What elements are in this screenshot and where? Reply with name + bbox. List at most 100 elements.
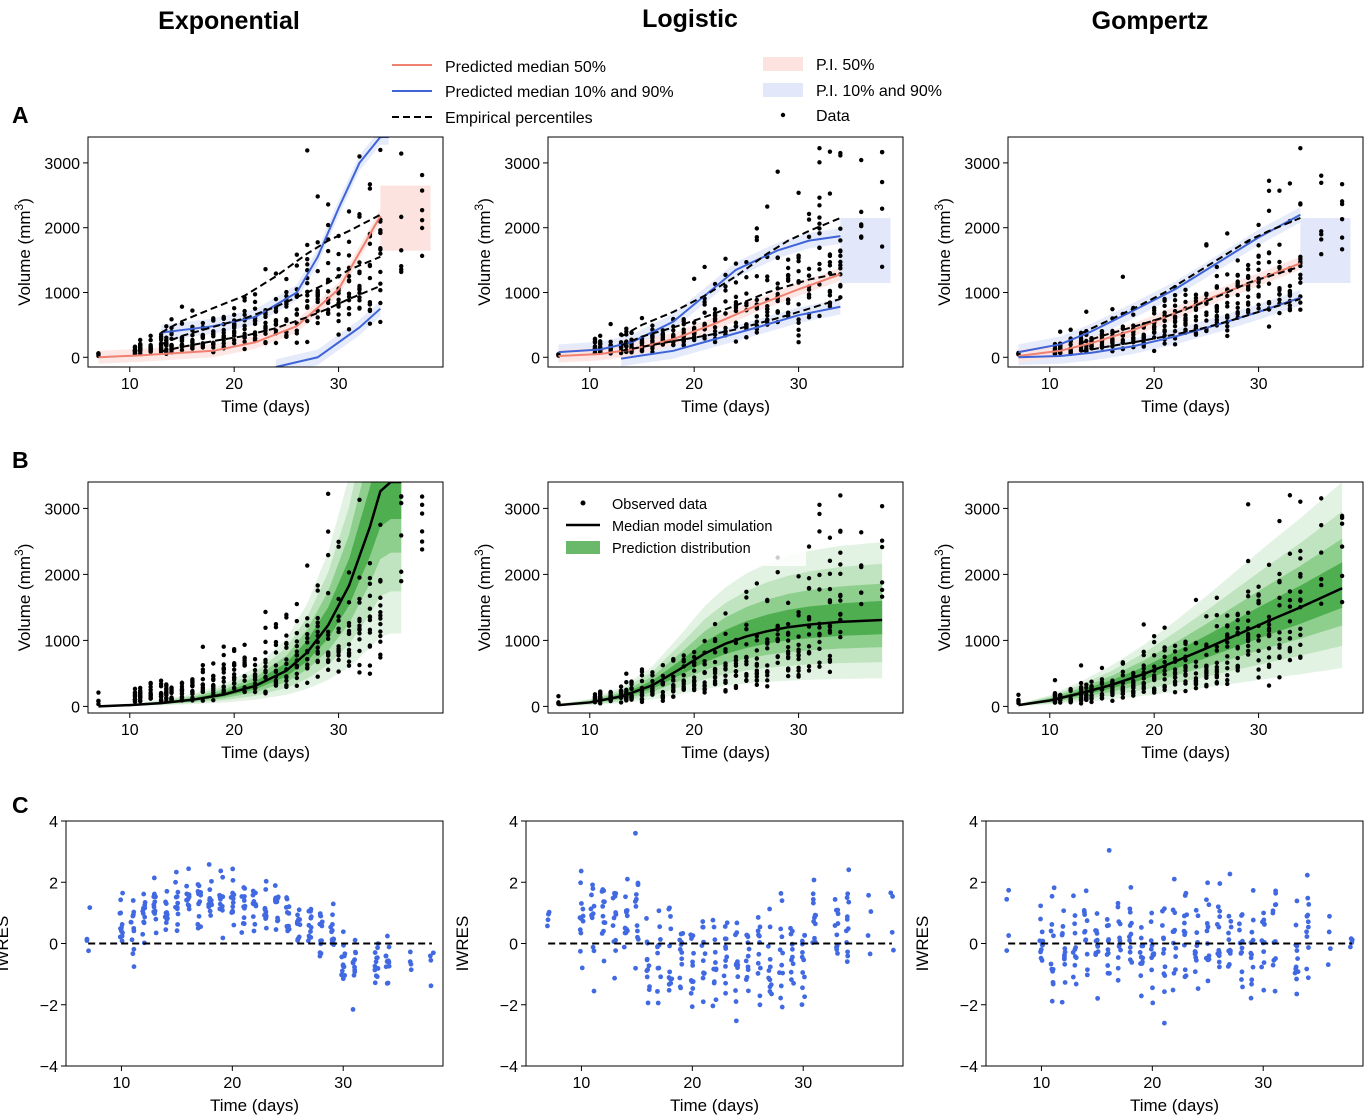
residual-point	[1127, 945, 1133, 950]
data-point	[838, 634, 843, 640]
data-point	[1245, 502, 1251, 507]
data-point	[378, 251, 383, 256]
data-point	[273, 318, 279, 324]
data-point	[346, 623, 352, 628]
data-point	[1084, 697, 1089, 702]
data-point	[744, 642, 749, 647]
data-point	[733, 339, 739, 344]
data-point	[775, 637, 780, 642]
data-point	[660, 673, 666, 678]
residual-point	[339, 954, 345, 960]
residual-point	[600, 903, 606, 909]
residual-point	[353, 950, 359, 956]
residual-point	[352, 937, 358, 943]
data-point	[325, 552, 331, 558]
data-point	[806, 217, 812, 222]
residual-point	[1206, 902, 1212, 908]
data-point	[378, 247, 383, 252]
data-point	[1266, 655, 1272, 660]
data-point	[1245, 610, 1251, 616]
data-point	[1298, 276, 1303, 281]
residual-point	[644, 916, 649, 921]
residual-point	[868, 909, 874, 914]
residual-point	[733, 1018, 739, 1024]
residual-point	[633, 830, 638, 836]
data-point	[346, 273, 352, 279]
data-point	[273, 669, 279, 675]
residual-point	[688, 990, 694, 996]
data-point	[221, 652, 226, 658]
data-point	[1235, 665, 1240, 671]
residual-point	[589, 892, 594, 898]
residual-point	[272, 883, 278, 888]
data-point	[1256, 243, 1261, 248]
residual-point	[1062, 980, 1068, 985]
residual-point	[308, 924, 314, 930]
residual-point	[679, 950, 685, 955]
data-point	[827, 623, 833, 628]
data-point	[1151, 327, 1157, 332]
residual-point	[1227, 871, 1233, 877]
data-point	[346, 600, 352, 605]
residual-point	[599, 931, 605, 936]
data-point	[796, 327, 801, 332]
data-point	[838, 248, 843, 253]
residual-point	[131, 946, 137, 952]
data-point	[242, 312, 247, 317]
data-point	[231, 305, 237, 311]
data-point	[827, 659, 833, 664]
data-point	[1204, 682, 1209, 688]
data-point	[838, 493, 843, 498]
residual-point	[1325, 962, 1331, 968]
data-point	[169, 344, 174, 349]
residual-point	[242, 885, 248, 891]
residual-point	[1106, 937, 1112, 942]
data-point	[859, 530, 864, 535]
residual-point	[118, 897, 124, 903]
residual-point	[1040, 938, 1046, 944]
residual-point	[151, 909, 157, 915]
data-point	[357, 269, 362, 274]
data-point	[1298, 307, 1303, 312]
data-point	[796, 634, 801, 639]
data-point	[723, 631, 728, 636]
data-point	[263, 675, 268, 681]
data-point	[284, 276, 289, 282]
data-point	[315, 659, 320, 665]
data-point	[1266, 646, 1272, 651]
data-point	[1183, 299, 1188, 305]
residual-point	[733, 999, 739, 1004]
residual-point	[1306, 945, 1311, 950]
data-point	[1162, 659, 1167, 665]
data-point	[785, 273, 791, 278]
data-point	[765, 306, 770, 312]
residual-point	[812, 935, 817, 941]
data-point	[1214, 314, 1220, 320]
pi-block	[380, 185, 431, 251]
data-point	[1089, 693, 1094, 698]
data-point	[650, 670, 655, 675]
residual-point	[1238, 950, 1244, 956]
data-point	[325, 658, 331, 663]
data-point	[1214, 309, 1220, 314]
data-point	[1277, 578, 1282, 584]
residual-point	[666, 975, 672, 980]
data-point	[346, 663, 352, 668]
data-point	[723, 663, 728, 668]
residual-point	[689, 936, 694, 941]
residual-point	[1149, 955, 1155, 961]
data-point	[796, 642, 801, 648]
data-point	[252, 299, 258, 305]
data-point	[796, 302, 801, 307]
residual-point	[800, 970, 806, 975]
data-point	[1078, 663, 1084, 668]
data-point	[723, 649, 728, 654]
data-point	[827, 558, 833, 563]
data-point	[838, 562, 843, 567]
data-point	[378, 147, 383, 153]
residual-point	[834, 947, 840, 952]
residual-point	[835, 921, 841, 926]
residual-point	[1161, 1020, 1167, 1026]
data-point	[1225, 293, 1230, 299]
plot-area	[545, 830, 896, 1024]
